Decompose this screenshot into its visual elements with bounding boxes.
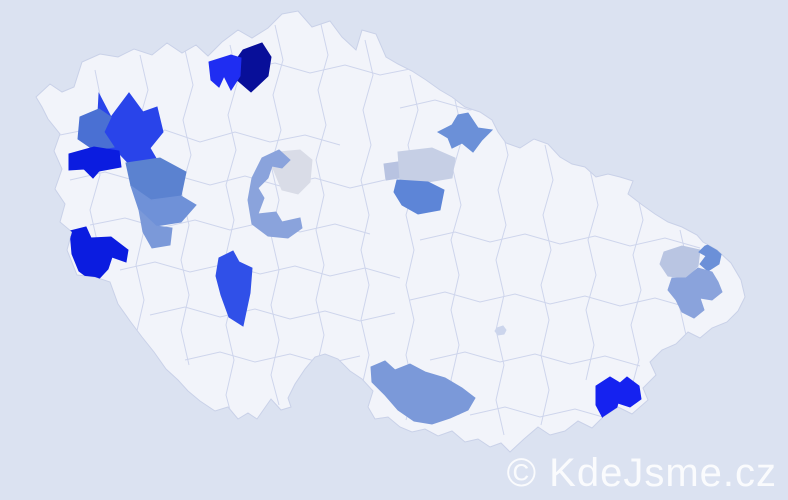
district-border-line [89, 217, 371, 235]
region-17[interactable] [494, 325, 507, 336]
region-13[interactable] [383, 161, 401, 181]
district-border-line [419, 231, 701, 249]
region-15[interactable] [393, 179, 445, 215]
district-border-line [495, 119, 509, 436]
region-21[interactable] [698, 242, 723, 272]
district-border-line [630, 184, 644, 391]
district-border-line [540, 144, 554, 426]
region-8[interactable] [138, 208, 173, 249]
district-border-line [469, 406, 611, 420]
district-border-line [315, 19, 329, 401]
region-18[interactable] [370, 360, 476, 425]
region-12[interactable] [247, 149, 303, 239]
region-20[interactable] [659, 245, 701, 279]
region-5[interactable] [68, 146, 122, 179]
region-16[interactable] [436, 112, 494, 153]
region-4[interactable] [77, 108, 115, 151]
district-border-line [225, 44, 239, 426]
region-10[interactable] [215, 250, 253, 327]
region-2[interactable] [208, 54, 242, 92]
district-border-line [360, 39, 374, 391]
region-9[interactable] [69, 226, 129, 284]
district-border-line [119, 261, 401, 279]
district-border-line [429, 351, 641, 367]
district-border-line [149, 306, 396, 322]
highlighted-regions [68, 42, 723, 425]
region-22[interactable] [667, 267, 723, 319]
country-outline [35, 10, 746, 453]
district-border-line [585, 169, 599, 381]
district-border-line [450, 99, 464, 416]
district-border-line [409, 291, 691, 309]
